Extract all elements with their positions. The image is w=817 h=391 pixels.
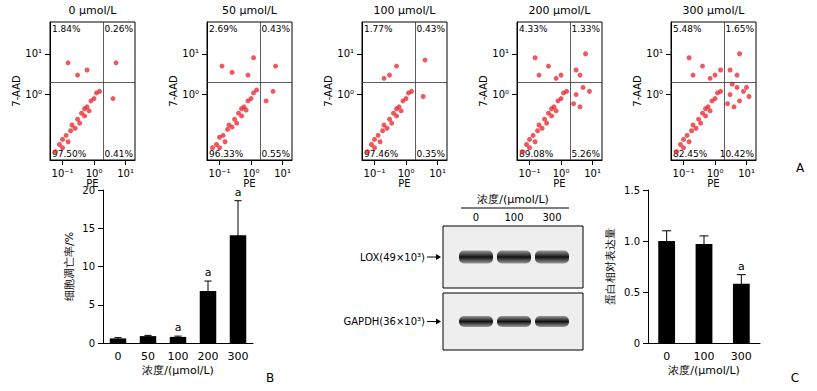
svg-text:PE: PE [243,178,255,189]
svg-text:0: 0 [634,338,640,349]
svg-text:10⁰: 10⁰ [492,89,509,100]
svg-text:B: B [266,371,274,385]
svg-text:10⁰: 10⁰ [243,168,260,179]
svg-text:10⁰: 10⁰ [646,89,663,100]
svg-text:GAPDH(36×10³): GAPDH(36×10³) [344,316,426,327]
svg-text:7-AAD: 7-AAD [323,75,334,107]
svg-text:100: 100 [694,350,715,363]
svg-text:10⁰: 10⁰ [707,168,724,179]
svg-text:a: a [738,260,745,273]
svg-text:0.43%: 0.43% [261,24,290,34]
svg-text:15: 15 [82,223,95,234]
svg-text:0.43%: 0.43% [416,24,445,34]
svg-text:89.08%: 89.08% [519,149,554,159]
svg-text:7-AAD: 7-AAD [478,75,489,107]
svg-text:1.77%: 1.77% [364,24,393,34]
svg-text:300 μmol/L: 300 μmol/L [683,4,746,17]
svg-text:a: a [205,266,212,279]
svg-text:2.69%: 2.69% [209,24,238,34]
svg-text:0: 0 [473,212,479,223]
svg-text:97.50%: 97.50% [52,149,87,159]
svg-text:0: 0 [663,350,670,363]
svg-text:10⁰: 10⁰ [25,89,42,100]
svg-text:10⁻¹: 10⁻¹ [209,168,231,179]
svg-text:10¹: 10¹ [738,168,755,179]
svg-text:0.5: 0.5 [624,287,640,298]
svg-text:PE: PE [398,178,410,189]
svg-text:1.84%: 1.84% [52,24,81,34]
svg-text:a: a [175,321,182,334]
svg-text:10¹: 10¹ [182,48,199,59]
svg-text:100: 100 [168,350,189,363]
svg-text:10¹: 10¹ [25,48,42,59]
svg-text:0 μmol/L: 0 μmol/L [69,4,118,17]
svg-text:0: 0 [115,350,122,363]
svg-text:82.45%: 82.45% [673,149,708,159]
svg-text:10¹: 10¹ [337,48,354,59]
svg-text:A: A [796,161,805,175]
svg-text:a: a [235,186,242,199]
svg-text:10¹: 10¹ [646,48,663,59]
svg-text:10¹: 10¹ [429,168,446,179]
svg-text:0.55%: 0.55% [261,149,290,159]
svg-text:蛋白相对表达量: 蛋白相对表达量 [604,228,617,305]
svg-text:5: 5 [89,299,95,310]
svg-text:300: 300 [542,212,561,223]
svg-text:10: 10 [82,261,95,272]
svg-text:300: 300 [731,350,752,363]
svg-text:0.41%: 0.41% [104,149,133,159]
svg-text:10⁻¹: 10⁻¹ [52,168,74,179]
svg-text:4.33%: 4.33% [519,24,548,34]
svg-text:97.46%: 97.46% [364,149,399,159]
svg-text:96.33%: 96.33% [209,149,244,159]
svg-text:10⁰: 10⁰ [553,168,570,179]
svg-text:PE: PE [707,178,719,189]
svg-text:7-AAD: 7-AAD [11,75,22,107]
svg-text:10⁰: 10⁰ [182,89,199,100]
svg-text:7-AAD: 7-AAD [168,75,179,107]
svg-text:1.65%: 1.65% [725,24,754,34]
svg-text:10⁻¹: 10⁻¹ [364,168,386,179]
svg-text:浓度/(μmol/L): 浓度/(μmol/L) [668,364,740,377]
svg-text:10⁻¹: 10⁻¹ [519,168,541,179]
svg-text:50: 50 [141,350,155,363]
svg-text:10⁻¹: 10⁻¹ [673,168,695,179]
svg-text:10¹: 10¹ [584,168,601,179]
svg-text:200 μmol/L: 200 μmol/L [529,4,592,17]
svg-text:10.42%: 10.42% [719,148,754,159]
svg-text:10⁰: 10⁰ [86,168,103,179]
svg-text:0: 0 [89,338,95,349]
svg-text:100 μmol/L: 100 μmol/L [374,4,437,17]
svg-text:C: C [791,371,799,385]
svg-text:5.26%: 5.26% [571,149,600,159]
svg-text:1.33%: 1.33% [571,24,600,34]
svg-text:50 μmol/L: 50 μmol/L [222,4,278,17]
svg-text:PE: PE [553,178,565,189]
svg-text:10⁰: 10⁰ [398,168,415,179]
svg-text:1.5: 1.5 [624,185,640,196]
svg-text:10⁰: 10⁰ [337,89,354,100]
svg-text:5.48%: 5.48% [673,24,702,34]
svg-text:7-AAD: 7-AAD [632,75,643,107]
svg-text:200: 200 [198,350,219,363]
svg-text:10¹: 10¹ [492,48,509,59]
svg-text:浓度/(μmol/L): 浓度/(μmol/L) [477,193,549,206]
svg-text:10¹: 10¹ [117,168,134,179]
svg-text:LOX(49×10³): LOX(49×10³) [360,252,425,263]
svg-text:0.26%: 0.26% [104,24,133,34]
svg-text:300: 300 [228,350,249,363]
svg-text:20: 20 [82,185,95,196]
svg-text:细胞凋亡率/%: 细胞凋亡率/% [63,232,76,301]
svg-text:10¹: 10¹ [274,168,291,179]
svg-text:1.0: 1.0 [624,236,640,247]
svg-text:100: 100 [504,212,523,223]
svg-text:浓度/(μmol/L): 浓度/(μmol/L) [142,364,214,377]
svg-text:0.35%: 0.35% [416,149,445,159]
